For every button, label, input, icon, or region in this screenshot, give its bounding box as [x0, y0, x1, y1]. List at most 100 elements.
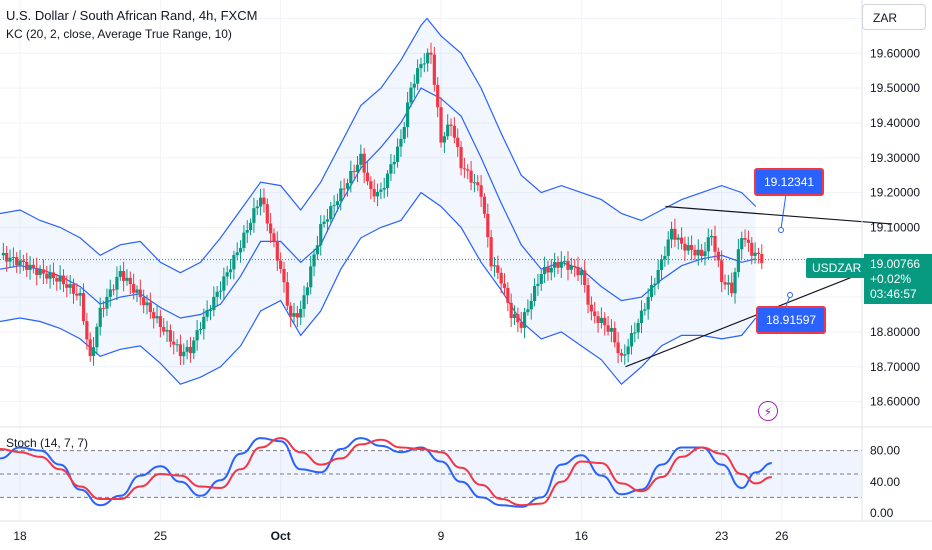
price-callout-lower[interactable]: 18.91597: [756, 306, 827, 334]
candle-body: [726, 282, 730, 285]
price-tick-label: 19.50000: [870, 81, 920, 95]
candle-body: [155, 316, 159, 319]
candle-body: [98, 307, 102, 327]
candle-body: [506, 287, 510, 303]
candle-body: [65, 284, 69, 288]
price-tick-label: 18.80000: [870, 325, 920, 339]
candle-body: [85, 321, 89, 340]
price-callout-upper[interactable]: 19.12341: [754, 168, 825, 196]
time-tick-label: 23: [715, 529, 729, 543]
candle-body: [656, 270, 660, 284]
candle-body: [115, 276, 119, 290]
callout-connector-upper: [780, 193, 787, 230]
candle-body: [128, 277, 132, 285]
candle-body: [723, 282, 727, 285]
candle-body: [138, 289, 142, 298]
candle-body: [482, 196, 487, 214]
candle-body: [416, 68, 420, 84]
candle-body: [496, 265, 500, 273]
time-axis[interactable]: 18 25 Oct 9 16 23 26: [13, 529, 788, 543]
candle-body: [683, 243, 687, 251]
chart-title[interactable]: U.S. Dollar / South African Rand, 4h, FX…: [6, 8, 258, 23]
candle-body: [676, 237, 680, 240]
candle-body: [666, 239, 670, 256]
candle-body: [195, 330, 199, 341]
candle-body: [569, 266, 573, 270]
candle-body: [669, 228, 674, 240]
price-change: +0.02%: [870, 272, 912, 286]
candle-body: [182, 351, 186, 357]
last-price-tag: 19.00766 +0.02% 03:46:57: [864, 254, 932, 304]
candle-body: [355, 164, 360, 173]
keltner-lower-band: [0, 191, 757, 386]
candle-body: [259, 197, 263, 207]
candle-body: [68, 284, 72, 288]
candle-body: [456, 137, 460, 147]
candle-body: [392, 161, 396, 165]
stoch-indicator-label[interactable]: Stoch (14, 7, 7): [6, 436, 89, 450]
candle-body: [459, 146, 463, 169]
candle-body: [519, 322, 523, 328]
candle-body: [335, 201, 340, 206]
candle-body: [606, 325, 610, 332]
candle-body: [212, 296, 216, 310]
candle-body: [272, 233, 276, 242]
candle-body: [502, 283, 507, 288]
currency-selector[interactable]: ZAR: [862, 4, 926, 30]
stoch-axis[interactable]: 80.00 40.00 0.00: [870, 444, 900, 520]
candle-body: [626, 346, 630, 355]
stoch-tick-label: 0.00: [870, 506, 894, 520]
candle-body: [145, 302, 149, 306]
callout-anchor-upper[interactable]: [778, 227, 784, 233]
candle-body: [198, 329, 203, 331]
candle-body: [573, 266, 577, 268]
price-tick-label: 18.70000: [870, 360, 920, 374]
candle-body: [125, 277, 129, 281]
trendlines[interactable]: [625, 205, 893, 368]
candle-body: [218, 290, 223, 292]
trendline: [625, 268, 873, 368]
indicator-label[interactable]: KC (20, 2, close, Average True Range, 10…: [6, 27, 232, 41]
candle-body: [516, 314, 520, 323]
candle-body: [58, 275, 62, 282]
candle-body: [232, 255, 236, 270]
flash-icon[interactable]: ⚡: [758, 401, 778, 421]
candle-body: [242, 232, 246, 248]
candle-body: [439, 107, 443, 143]
candle-body: [18, 260, 22, 266]
candle-body: [339, 188, 343, 202]
candle-body: [369, 181, 373, 190]
candle-body: [178, 344, 183, 357]
candle-body: [362, 153, 366, 173]
candle-body: [78, 293, 82, 296]
price-tick-label: 19.20000: [870, 186, 920, 200]
candle-body: [148, 302, 152, 313]
candle-body: [532, 285, 537, 302]
candle-body: [192, 340, 196, 354]
candle-body: [35, 268, 39, 275]
candle-body: [1, 253, 5, 256]
trendline: [665, 205, 893, 225]
callout-anchor-lower[interactable]: [787, 292, 793, 298]
candle-body: [172, 341, 176, 345]
candle-body: [452, 125, 456, 138]
candle-body: [586, 285, 590, 305]
symbol-tag: USDZAR: [806, 258, 868, 278]
candle-body: [285, 282, 289, 306]
candle-body: [245, 230, 249, 233]
candle-body: [596, 316, 600, 323]
price-axis[interactable]: 19.7000019.6000019.5000019.4000019.30000…: [870, 11, 920, 408]
candle-body: [449, 124, 453, 126]
candle-body: [686, 245, 690, 251]
candle-body: [345, 183, 350, 189]
candle-body: [549, 267, 553, 273]
candle-body: [419, 64, 423, 69]
candle-body: [41, 269, 46, 274]
keltner-upper-band: [0, 17, 757, 274]
candle-body: [299, 308, 303, 318]
candle-body: [589, 304, 593, 312]
candle-body: [663, 255, 667, 260]
candle-body: [730, 282, 734, 294]
last-price-value: 19.00766: [870, 257, 921, 271]
